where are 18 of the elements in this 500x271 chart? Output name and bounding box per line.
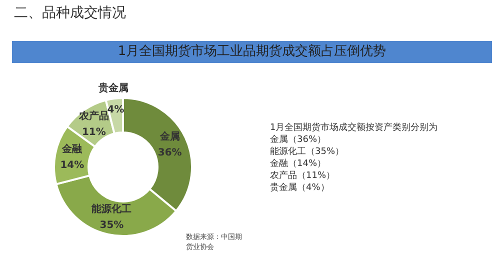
- slice-label: 能源化工: [92, 203, 132, 216]
- text: 能源化工（35%）: [270, 146, 346, 158]
- text: 1月全国期货市场成交额按资产类别分别为: [270, 122, 438, 134]
- slice-label: 金属: [158, 130, 180, 143]
- slice-label: 金融: [61, 142, 84, 155]
- slice-label: 农产品: [78, 110, 109, 122]
- text: 金融（14%）: [270, 158, 328, 170]
- data-label: 35%: [100, 220, 124, 232]
- text: 1月全国期货市场工业品期货成交额占压倒优势: [12, 41, 492, 63]
- slice-label: 贵金属: [98, 82, 129, 94]
- data-label: 4%: [107, 104, 124, 116]
- chart-subtitle: 二、品种成交情况: [14, 4, 126, 22]
- data-label: 11%: [82, 126, 106, 138]
- text: 农产品（11%）: [270, 170, 336, 182]
- text: 贵金属（4%）: [270, 182, 330, 194]
- data-label: 36%: [158, 148, 182, 159]
- data-label: 14%: [60, 160, 84, 171]
- text: 金属（36%）: [270, 134, 328, 146]
